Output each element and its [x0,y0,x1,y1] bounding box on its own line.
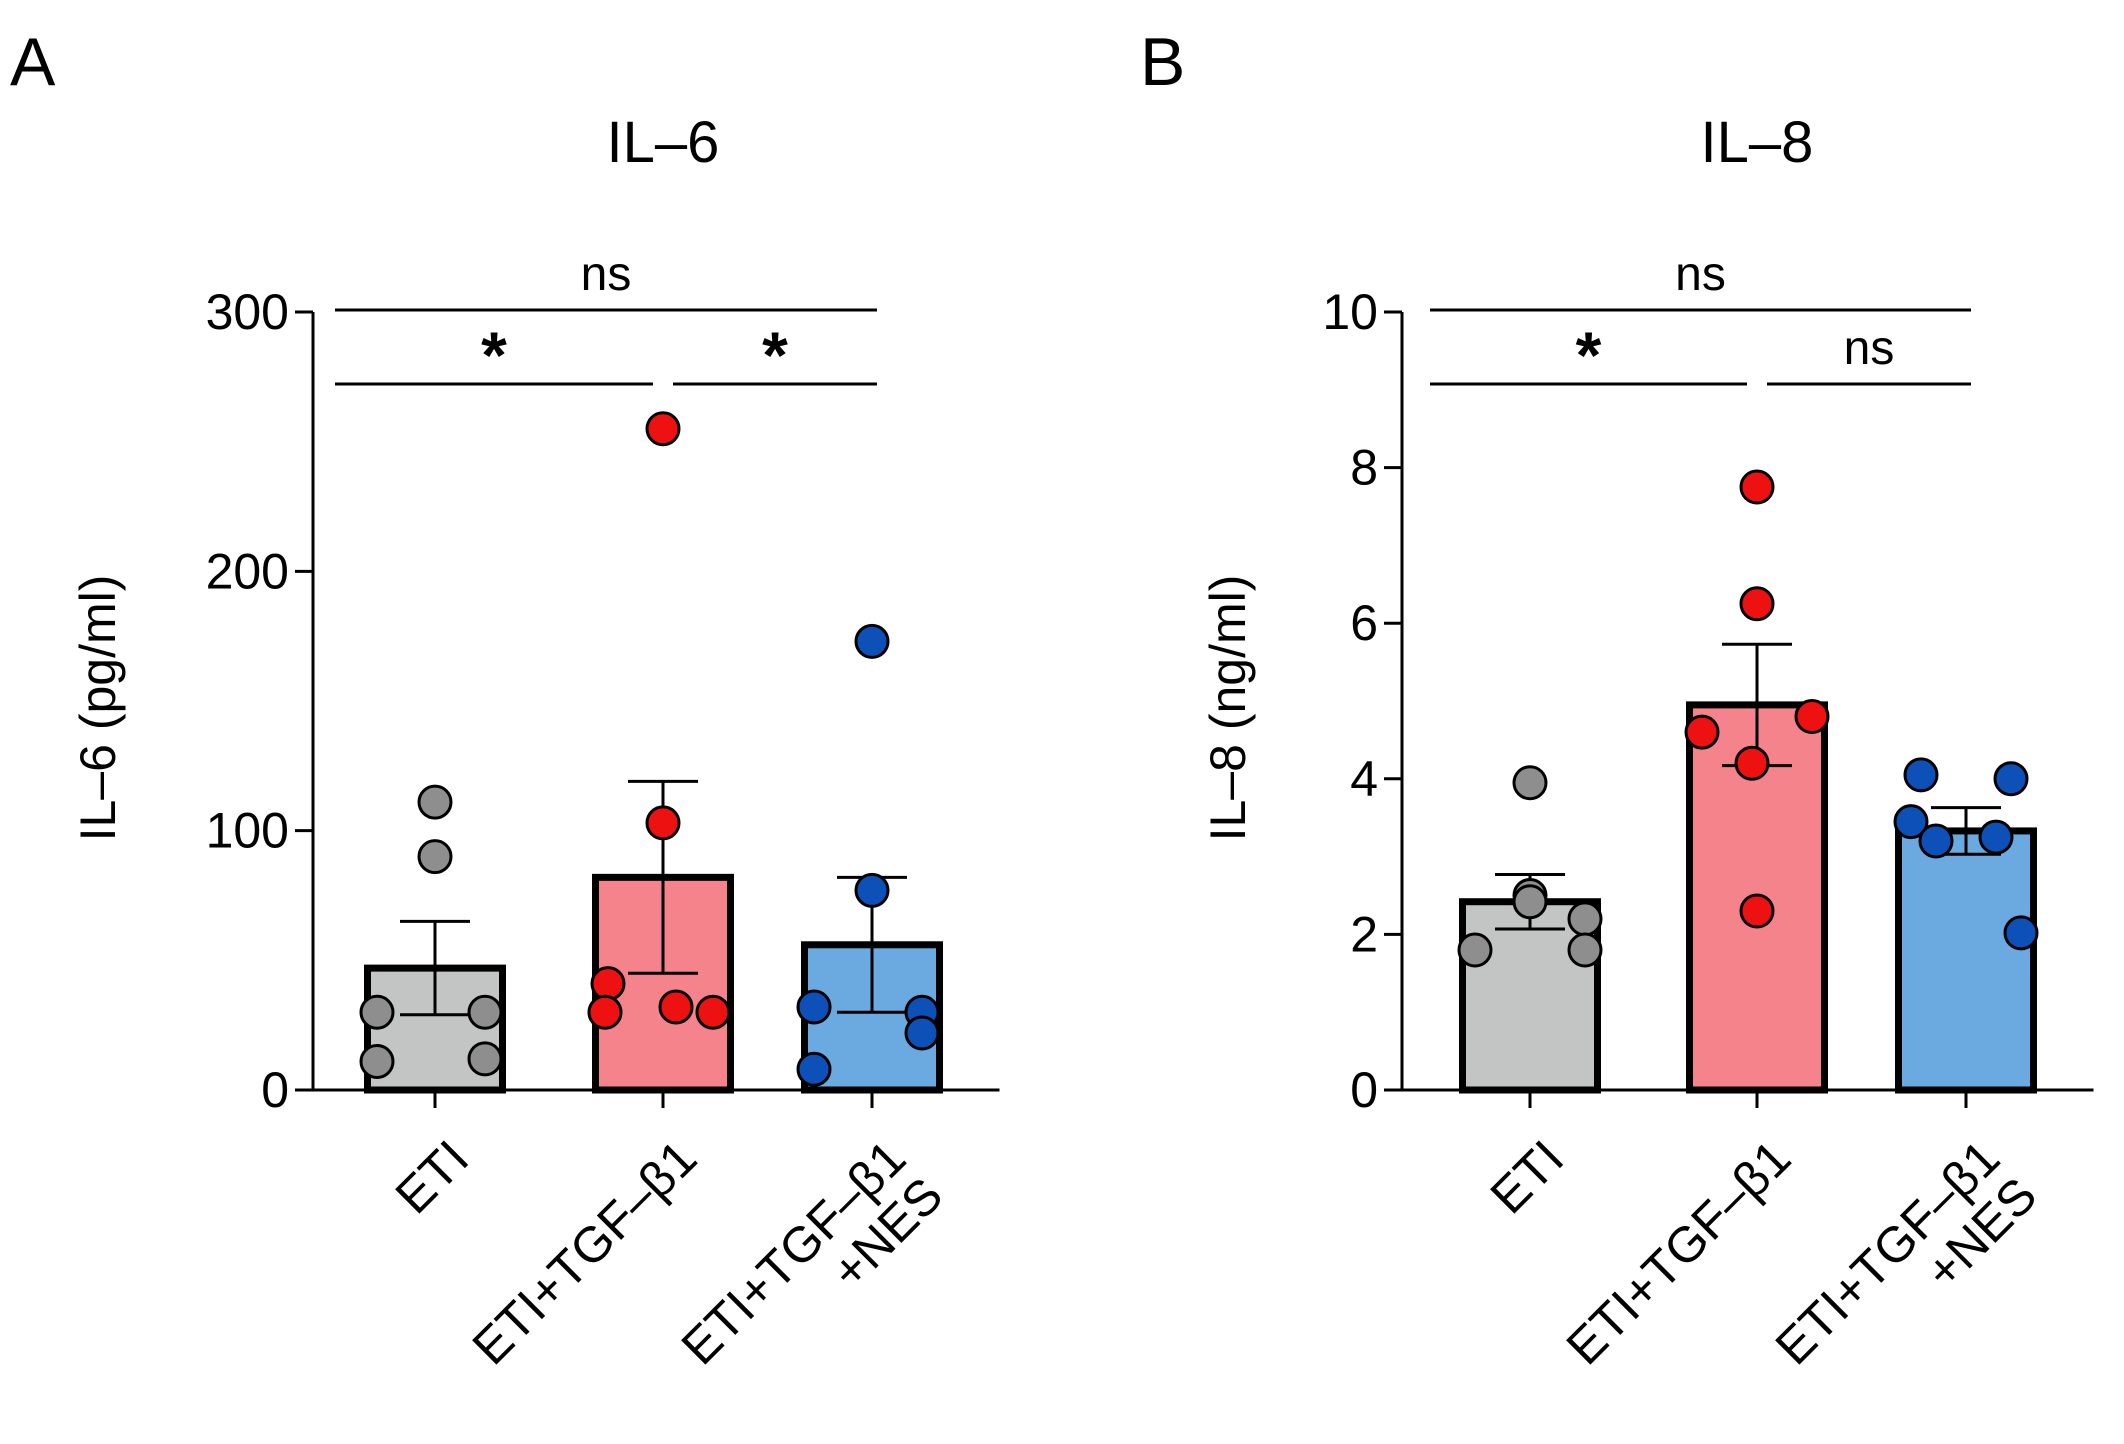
data-point [467,994,503,1030]
data-point [1739,586,1775,622]
y-tick-label: 300 [206,284,289,340]
bar [1895,827,2037,1094]
data-point [1457,932,1493,968]
data-point [1567,901,1603,937]
data-point [1903,757,1939,793]
y-tick-label: 100 [206,803,289,859]
data-point [417,784,453,820]
x-tick-label-line: ETI [385,1130,480,1225]
data-point [587,994,623,1030]
panel-b: B IL–8 IL–8 (ng/ml) 0246810ETIETI+TGF–β1… [1140,24,2094,1413]
data-point [854,623,890,659]
data-point [854,872,890,908]
significance-label: * [481,318,507,392]
y-tick-label: 0 [1350,1062,1378,1118]
x-tick-label: ETI [1480,1130,1575,1225]
y-axis-label: IL–6 (pg/ml) [70,575,126,842]
data-point [1993,761,2029,797]
significance-label: * [1576,318,1602,392]
y-tick-label: 4 [1350,751,1378,807]
y-tick-label: 2 [1350,906,1378,962]
data-point [796,1051,832,1087]
data-point [417,839,453,875]
data-point [1684,714,1720,750]
data-point [1739,469,1775,505]
data-point [359,994,395,1030]
y-tick-label: 8 [1350,440,1378,496]
significance-label: * [762,318,788,392]
data-point [904,1015,940,1051]
data-point [2003,915,2039,951]
x-tick-label-line: ETI [1480,1130,1575,1225]
y-tick-label: 6 [1350,595,1378,651]
x-tick-label: ETI+TGF–β1 [462,1130,708,1376]
data-point [796,989,832,1025]
data-point [658,989,694,1025]
data-point [590,966,626,1002]
x-tick-label-line: ETI+TGF–β1 [462,1130,708,1376]
data-point [1893,804,1929,840]
data-point [645,411,681,447]
x-tick-label: ETI+TGF–β1 [1556,1130,1802,1376]
data-point [1512,884,1548,920]
y-tick-label: 10 [1322,284,1378,340]
x-tick-label: ETI [385,1130,480,1225]
panel-letter: A [10,24,56,100]
data-point [1567,932,1603,968]
data-point [1918,823,1954,859]
data-point [1739,893,1775,929]
y-tick-label: 200 [206,543,289,599]
data-point [359,1043,395,1079]
y-tick-label: 0 [261,1062,289,1118]
x-tick-label: ETI+TGF–β1+NES [1765,1130,2048,1413]
y-axis-label: IL–8 (ng/ml) [1200,575,1256,842]
data-point [645,805,681,841]
chart-title: IL–8 [1701,110,1814,175]
panel-letter: B [1140,24,1185,100]
data-point [1734,745,1770,781]
significance-label: ns [581,248,632,301]
significance-label: ns [1675,248,1726,301]
panel-a: A IL–6 IL–6 (pg/ml) 0100200300ETIETI+TGF… [10,24,1000,1413]
x-tick-label-line: ETI+TGF–β1 [1556,1130,1802,1376]
data-point [467,1041,503,1077]
data-point [1794,699,1830,735]
significance-label: ns [1844,322,1895,375]
data-point [1978,819,2014,855]
x-tick-label: ETI+TGF–β1+NES [671,1130,954,1413]
chart-title: IL–6 [607,110,720,175]
data-point [695,994,731,1030]
data-point [1512,765,1548,801]
